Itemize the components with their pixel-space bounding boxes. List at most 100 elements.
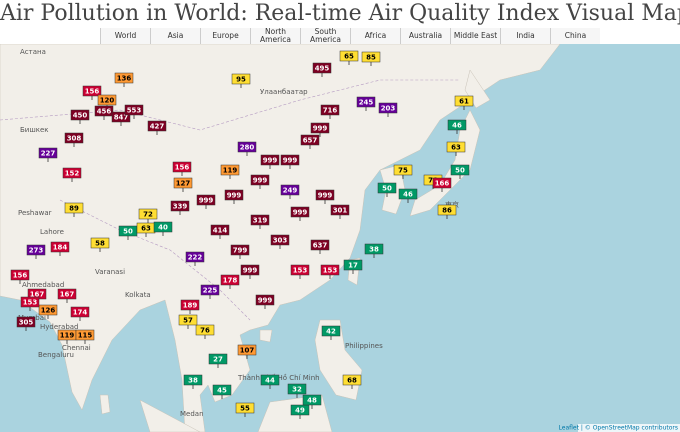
- aqi-marker[interactable]: 76: [195, 324, 215, 339]
- aqi-marker[interactable]: 847: [111, 111, 131, 126]
- aqi-marker[interactable]: 63: [446, 141, 466, 156]
- aqi-marker[interactable]: 245: [356, 96, 376, 111]
- aqi-marker[interactable]: 50: [377, 182, 397, 197]
- aqi-marker[interactable]: 38: [364, 243, 384, 258]
- aqi-marker[interactable]: 153: [290, 264, 310, 279]
- aqi-marker[interactable]: 38: [183, 374, 203, 389]
- aqi-marker[interactable]: 89: [64, 202, 84, 217]
- marker-value: 153: [323, 267, 338, 275]
- aqi-marker[interactable]: 999: [310, 122, 330, 137]
- marker-value: 414: [213, 227, 228, 235]
- aqi-marker[interactable]: 58: [90, 237, 110, 252]
- aqi-marker[interactable]: 414: [210, 224, 230, 239]
- aqi-marker[interactable]: 85: [361, 51, 381, 66]
- aqi-marker[interactable]: 178: [220, 274, 240, 289]
- aqi-marker[interactable]: 184: [50, 241, 70, 256]
- aqi-marker[interactable]: 136: [114, 72, 134, 87]
- aqi-marker[interactable]: 126: [38, 304, 58, 319]
- aqi-marker[interactable]: 45: [212, 384, 232, 399]
- aqi-marker[interactable]: 280: [237, 141, 257, 156]
- aqi-marker[interactable]: 999: [196, 194, 216, 209]
- aqi-marker[interactable]: 57: [178, 314, 198, 329]
- aqi-marker[interactable]: 427: [147, 120, 167, 135]
- marker-box: [185, 251, 205, 263]
- aqi-marker[interactable]: 153: [320, 264, 340, 279]
- nav-tab[interactable]: Europe: [200, 28, 250, 44]
- aqi-marker[interactable]: 127: [173, 177, 193, 192]
- aqi-marker[interactable]: 156: [10, 269, 30, 284]
- aqi-marker[interactable]: 657: [300, 134, 320, 149]
- marker-value: 245: [359, 99, 374, 107]
- aqi-marker[interactable]: 999: [315, 189, 335, 204]
- aqi-marker[interactable]: 42: [321, 325, 341, 340]
- aqi-marker[interactable]: 999: [240, 264, 260, 279]
- nav-tab[interactable]: India: [500, 28, 550, 44]
- aqi-marker[interactable]: 999: [255, 294, 275, 309]
- aqi-marker[interactable]: 249: [280, 184, 300, 199]
- aqi-marker[interactable]: 95: [231, 73, 251, 88]
- aqi-marker[interactable]: 189: [180, 299, 200, 314]
- aqi-marker[interactable]: 308: [64, 132, 84, 147]
- aqi-marker[interactable]: 152: [62, 167, 82, 182]
- aqi-marker[interactable]: 999: [250, 174, 270, 189]
- aqi-marker[interactable]: 50: [450, 164, 470, 179]
- aqi-marker[interactable]: 115: [75, 329, 95, 344]
- aqi-marker[interactable]: 107: [237, 344, 257, 359]
- aqi-marker[interactable]: 119: [220, 164, 240, 179]
- nav-tab[interactable]: Africa: [350, 28, 400, 44]
- aqi-marker[interactable]: 75: [393, 164, 413, 179]
- aqi-marker[interactable]: 450: [70, 109, 90, 124]
- aqi-marker[interactable]: 999: [260, 154, 280, 169]
- attribution[interactable]: Leaflet | © OpenStreetMap contributors: [559, 425, 678, 432]
- nav-tab[interactable]: Middle East: [450, 28, 500, 44]
- nav-tab[interactable]: North America: [250, 28, 300, 44]
- aqi-marker[interactable]: 495: [312, 62, 332, 77]
- aqi-marker[interactable]: 44: [260, 374, 280, 389]
- aqi-marker[interactable]: 999: [280, 154, 300, 169]
- aqi-marker[interactable]: 637: [310, 239, 330, 254]
- aqi-marker[interactable]: 17: [343, 259, 363, 274]
- aqi-marker[interactable]: 303: [270, 234, 290, 249]
- aqi-marker[interactable]: 339: [170, 200, 190, 215]
- aqi-marker[interactable]: 716: [320, 104, 340, 119]
- aqi-marker[interactable]: 49: [290, 404, 310, 419]
- aqi-marker[interactable]: 166: [432, 177, 452, 192]
- aqi-marker[interactable]: 46: [398, 188, 418, 203]
- aqi-marker[interactable]: 305: [16, 316, 36, 331]
- nav-tab[interactable]: South America: [300, 28, 350, 44]
- aqi-marker[interactable]: 55: [235, 402, 255, 417]
- aqi-marker[interactable]: 225: [200, 284, 220, 299]
- nav-tab[interactable]: Australia: [400, 28, 450, 44]
- aqi-marker[interactable]: 48: [302, 394, 322, 409]
- nav-tab[interactable]: China: [550, 28, 600, 44]
- aqi-marker[interactable]: 273: [26, 244, 46, 259]
- aqi-marker[interactable]: 27: [208, 353, 228, 368]
- aqi-marker[interactable]: 72: [138, 208, 158, 223]
- aqi-marker[interactable]: 227: [38, 147, 58, 162]
- nav-tab[interactable]: World: [100, 28, 150, 44]
- aqi-marker[interactable]: 456: [94, 105, 114, 120]
- aqi-marker[interactable]: 553: [124, 104, 144, 119]
- aqi-marker[interactable]: 32: [287, 383, 307, 398]
- aqi-marker[interactable]: 156: [172, 161, 192, 176]
- aqi-marker[interactable]: 156: [82, 85, 102, 100]
- aqi-marker[interactable]: 65: [339, 50, 359, 65]
- aqi-marker[interactable]: 61: [454, 95, 474, 110]
- aqi-marker[interactable]: 799: [230, 244, 250, 259]
- nav-tab[interactable]: Asia: [150, 28, 200, 44]
- aqi-marker[interactable]: 222: [185, 251, 205, 266]
- aqi-marker[interactable]: 86: [437, 204, 457, 219]
- aqi-marker[interactable]: 999: [290, 206, 310, 221]
- aqi-marker[interactable]: 167: [57, 288, 77, 303]
- aqi-marker[interactable]: 153: [20, 296, 40, 311]
- aqi-marker[interactable]: 174: [70, 306, 90, 321]
- aqi-marker[interactable]: 46: [447, 119, 467, 134]
- aqi-marker[interactable]: 40: [153, 221, 173, 236]
- aqi-marker[interactable]: 68: [342, 374, 362, 389]
- aqi-marker[interactable]: 319: [250, 214, 270, 229]
- marker-value: 167: [30, 291, 45, 299]
- aqi-marker[interactable]: 203: [378, 102, 398, 117]
- aqi-marker[interactable]: 301: [330, 204, 350, 219]
- aqi-marker[interactable]: 999: [224, 189, 244, 204]
- map[interactable]: Астана Улаанбаатар Бишкек Peshawar Lahore Var…: [0, 44, 680, 432]
